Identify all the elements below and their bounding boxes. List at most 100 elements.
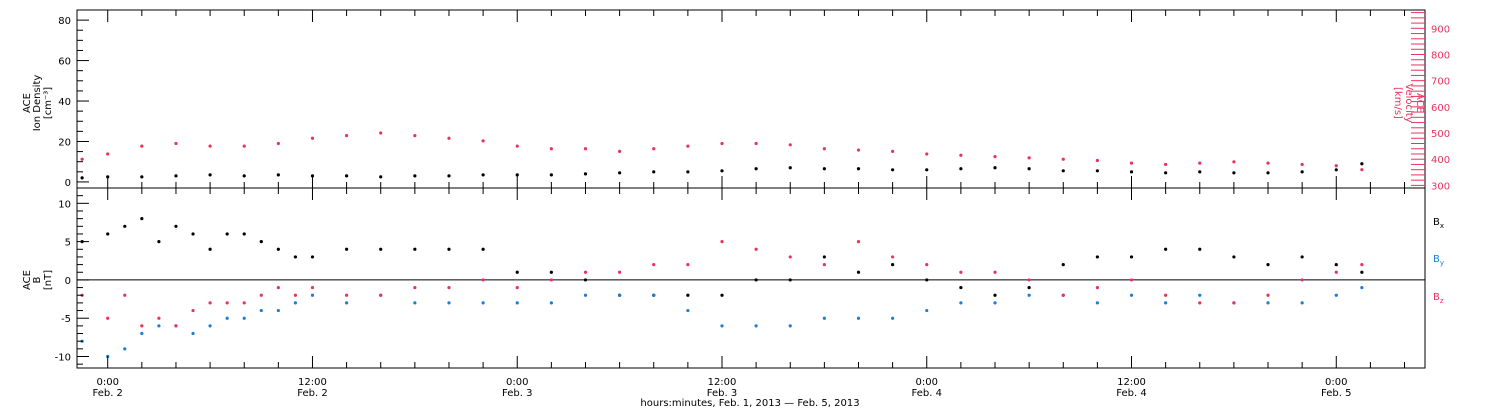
velocity-tick-label: 400 (1431, 155, 1450, 166)
bz-point (345, 293, 349, 297)
density-tick-label: 60 (58, 57, 71, 68)
by-point (788, 324, 792, 328)
bz-point (549, 278, 553, 282)
by-point (686, 308, 690, 313)
velocity-point (1266, 161, 1270, 165)
velocity-axis-label-line1: ACE (1414, 93, 1425, 113)
velocity-point (720, 141, 724, 146)
b-axis-label-line3: [nT] (43, 270, 54, 290)
density-point (891, 168, 895, 172)
velocity-point (1360, 168, 1364, 172)
velocity-point (1232, 160, 1236, 164)
bz-point (106, 316, 110, 320)
by-point (293, 301, 298, 305)
bx-point (1300, 255, 1304, 259)
bz-point (1164, 293, 1168, 297)
bz-point (515, 285, 519, 290)
bx-point (1334, 262, 1338, 267)
x-time-label: 0:00 (1325, 377, 1347, 388)
bz-point (788, 255, 792, 259)
bx-point (413, 247, 417, 251)
velocity-tick-label: 300 (1431, 181, 1450, 192)
velocity-tick-label: 900 (1431, 24, 1450, 35)
velocity-point (174, 141, 178, 146)
bz-point (208, 301, 212, 305)
density-point (1360, 162, 1364, 166)
b-tick-label: 10 (58, 199, 71, 210)
by-point (242, 316, 246, 320)
bx-point (720, 293, 724, 297)
by-point (276, 308, 280, 313)
bx-point (891, 262, 895, 267)
density-point (652, 170, 656, 174)
velocity-point (993, 154, 997, 159)
density-point (413, 174, 417, 178)
by-point (515, 301, 519, 305)
bx-point (259, 240, 263, 244)
density-point (618, 171, 622, 175)
x-date-label: Feb. 4 (912, 388, 942, 399)
panel-frames (76, 9, 1426, 369)
x-date-label: Feb. 2 (297, 388, 327, 399)
velocity-point (822, 147, 826, 151)
b-tick-label: 5 (65, 238, 71, 249)
velocity-point (686, 144, 690, 148)
density-point (822, 167, 826, 171)
by-point (891, 316, 895, 320)
bz-point (140, 324, 144, 328)
density-point (1061, 169, 1065, 173)
bx-point (174, 224, 178, 228)
density-point (1232, 171, 1236, 175)
bx-point (686, 293, 690, 297)
bx-point (549, 270, 553, 274)
bz-point (157, 316, 161, 320)
by-point (652, 293, 656, 297)
velocity-point (1198, 161, 1202, 165)
bx-point (754, 278, 758, 282)
bx-point (1129, 255, 1134, 259)
by-point (856, 316, 861, 320)
bx-point (481, 247, 485, 251)
bz-point (1095, 285, 1099, 290)
bx-point (925, 278, 929, 282)
bz-point (618, 270, 622, 274)
x-date-label: Feb. 4 (1116, 388, 1146, 399)
by-point (140, 331, 144, 336)
bx-point (1027, 285, 1031, 290)
velocity-point (856, 148, 861, 152)
density-point (1300, 170, 1304, 174)
data-marks (80, 131, 1364, 359)
bx-point (822, 255, 826, 259)
density-point (788, 166, 792, 170)
density-point (174, 174, 178, 178)
bx-point (1061, 262, 1065, 267)
x-time-label: 12:00 (1117, 377, 1146, 388)
by-point (1266, 301, 1270, 305)
density-point (925, 168, 929, 172)
velocity-point (242, 144, 246, 148)
velocity-point (1061, 157, 1065, 161)
by-point (123, 347, 127, 351)
velocity-point (652, 147, 656, 151)
by-point (1360, 285, 1364, 290)
by-point (1164, 301, 1168, 305)
by-point (447, 301, 451, 305)
density-point (959, 167, 963, 171)
velocity-tick-label: 600 (1431, 103, 1450, 114)
density-point (856, 167, 861, 171)
density-point (1334, 168, 1338, 172)
by-point (259, 308, 263, 313)
b-tick-label: -10 (55, 353, 71, 364)
bz-point (720, 240, 724, 244)
by-point (754, 324, 758, 328)
density-point (208, 173, 212, 177)
legend-bx: Bx (1433, 217, 1444, 230)
x-time-label: 0:00 (96, 377, 118, 388)
by-point (1027, 293, 1031, 297)
x-time-label: 0:00 (506, 377, 528, 388)
x-time-label: 12:00 (298, 377, 327, 388)
by-point (1300, 301, 1304, 305)
bx-point (208, 247, 212, 251)
bx-point (856, 270, 861, 274)
